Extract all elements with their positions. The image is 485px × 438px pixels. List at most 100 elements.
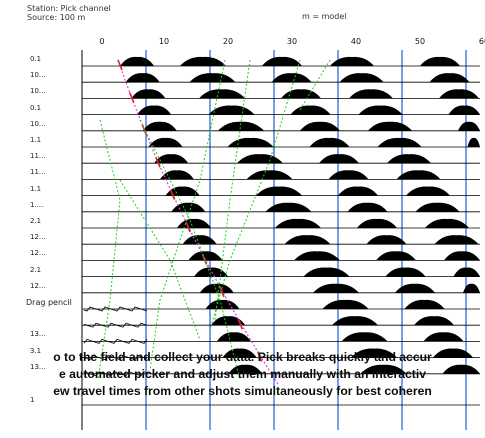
trace-label: 11... [30, 168, 46, 177]
pick-mark [141, 124, 148, 136]
trace-label: 10... [30, 71, 46, 80]
trace-wavelet [131, 89, 166, 99]
trace-wavelet [142, 121, 177, 131]
trace-wavelet [199, 283, 234, 293]
pick-mark [256, 351, 263, 362]
trace-wavelet [171, 202, 206, 212]
trace-label: 13... [30, 330, 46, 339]
trace-label: 2.1 [30, 265, 42, 274]
trace-wavelet [262, 56, 302, 66]
pick-mark [219, 286, 225, 298]
trace-wavelet [265, 202, 312, 212]
trace-wavelet [377, 137, 422, 147]
trace-wavelet [227, 137, 274, 147]
trace-wavelet [448, 105, 480, 115]
trace-noise [83, 355, 148, 361]
trace-wavelet [351, 348, 397, 358]
trace-wavelet [237, 154, 283, 164]
trace-wavelet [338, 186, 378, 196]
tip-line-2: e automated picker and adjust them manua… [58, 367, 427, 381]
trace-label: 10... [30, 87, 46, 96]
trace-wavelet [290, 105, 331, 115]
trace-wavelet [341, 332, 388, 342]
x-tick-label: 40 [350, 37, 362, 46]
trace-wavelet [330, 56, 374, 66]
pick-mark [155, 156, 161, 168]
trace-label: 0.1 [30, 55, 42, 63]
trace-label: 3.1 [30, 346, 42, 355]
pencil-legend: Drag pencil [24, 298, 74, 307]
trace-wavelet [211, 316, 246, 326]
trace-wavelet [271, 73, 312, 83]
trace-wavelet [420, 56, 460, 66]
trace-label: 11... [30, 152, 46, 161]
trace-noise [83, 322, 148, 328]
trace-wavelet [218, 121, 264, 131]
trace-wavelet [357, 218, 397, 228]
trace-wavelet [159, 170, 194, 180]
trace-wavelet [423, 332, 464, 342]
trace-wavelet [319, 154, 359, 164]
x-tick-label: 20 [222, 37, 234, 46]
trace-wavelet [300, 121, 340, 131]
trace-wavelet [303, 267, 350, 277]
trace-label: 1.1 [30, 184, 42, 193]
trace-wavelet [216, 332, 251, 342]
trace-wavelet [425, 218, 469, 228]
trace-wavelet [376, 251, 416, 261]
trace-wavelet [313, 283, 359, 293]
trace-noise [83, 371, 148, 377]
x-tick-label: 0 [99, 37, 105, 46]
trace-wavelet [415, 202, 460, 212]
trace-wavelet [294, 251, 340, 261]
pick-mark [169, 189, 176, 200]
pick-mark [117, 59, 123, 71]
trace-wavelet [137, 105, 172, 115]
trace-label: 13... [30, 362, 46, 371]
trace-wavelet [349, 89, 393, 99]
trace-wavelet [322, 299, 369, 309]
trace-wavelet [148, 137, 183, 147]
trace-wavelet [439, 89, 479, 99]
trace-wavelet [328, 170, 369, 180]
station-info: Station: Pick channel Source: 100 m [27, 4, 111, 22]
trace-wavelet [120, 56, 154, 66]
trace-wavelet [275, 218, 321, 228]
trace-label: 1.... [30, 200, 44, 209]
trace-wavelet [281, 89, 321, 99]
trace-wavelet [222, 348, 257, 358]
trace-label: 10... [30, 119, 46, 128]
x-tick-label: 60 [478, 37, 485, 46]
trace-wavelet [332, 316, 378, 326]
trace-wavelet [309, 137, 350, 147]
trace-wavelet [395, 283, 435, 293]
trace-wavelet [368, 121, 412, 131]
trace-label: 2.1 [30, 217, 42, 225]
trace-label: 12... [30, 233, 46, 242]
trace-wavelet [387, 154, 431, 164]
trace-wavelet [414, 316, 454, 326]
trace-wavelet [406, 186, 450, 196]
trace-wavelet [458, 121, 480, 131]
trace-wavelet [199, 89, 245, 99]
travel-time-curve [97, 119, 121, 381]
trace-wavelet [434, 235, 479, 245]
trace-wavelet [154, 154, 189, 164]
trace-label: 12... [30, 249, 46, 258]
travel-time-curve [299, 59, 331, 111]
x-tick-label: 30 [286, 37, 298, 46]
trace-wavelet [256, 186, 302, 196]
trace-label: 0.1 [30, 103, 42, 112]
trace-wavelet [339, 73, 384, 83]
trace-wavelet [180, 56, 226, 66]
trace-label: 12... [30, 281, 46, 290]
x-tick-label: 10 [158, 37, 170, 46]
footer-row-label: 1 [30, 396, 35, 404]
trace-wavelet [347, 202, 388, 212]
trace-wavelet [442, 364, 480, 374]
trace-wavelet [360, 364, 407, 374]
trace-wavelet [358, 105, 403, 115]
travel-time-curve [209, 59, 301, 331]
trace-wavelet [444, 251, 480, 261]
